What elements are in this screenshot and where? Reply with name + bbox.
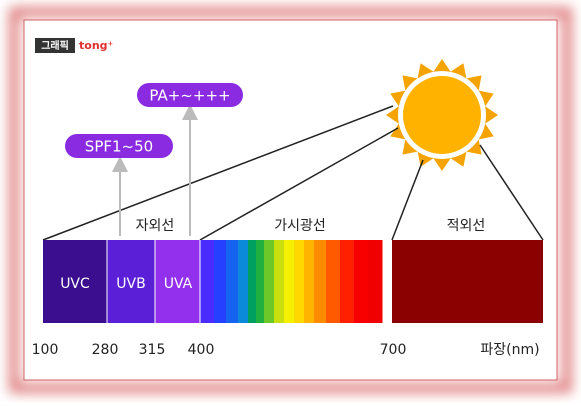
region-label: 적외선 bbox=[447, 218, 486, 234]
frame-glow bbox=[9, 7, 572, 393]
spectrum-stripe bbox=[274, 240, 285, 323]
logo-box bbox=[35, 38, 75, 53]
spectrum-stripe bbox=[354, 240, 369, 323]
pill bbox=[137, 83, 243, 107]
band-uvb bbox=[107, 240, 155, 323]
spectrum-stripe bbox=[340, 240, 355, 323]
spectrum-stripe bbox=[226, 240, 239, 323]
band-uva bbox=[155, 240, 200, 323]
band-uvc bbox=[43, 240, 107, 323]
rays bbox=[42, 105, 544, 241]
visible-band bbox=[200, 240, 383, 323]
spectrum-stripe bbox=[284, 240, 295, 323]
band-infrared bbox=[392, 240, 543, 323]
pill-label: PA+~+++ bbox=[149, 87, 230, 105]
band-label: UVA bbox=[164, 276, 193, 292]
spectrum-stripe bbox=[314, 240, 327, 323]
tick-label: 400 bbox=[188, 342, 215, 358]
band-label: UVC bbox=[60, 276, 90, 292]
band-label: UVB bbox=[116, 276, 145, 292]
spectrum-stripe bbox=[264, 240, 275, 323]
spectrum-stripe bbox=[294, 240, 305, 323]
spectrum-stripe bbox=[200, 240, 215, 323]
spectrum-stripe bbox=[326, 240, 341, 323]
unit-label: 파장(nm) bbox=[480, 342, 539, 358]
tick-label: 315 bbox=[139, 342, 166, 358]
region-label: 자외선 bbox=[136, 218, 175, 234]
sun bbox=[386, 59, 498, 171]
spectrum-stripe bbox=[248, 240, 257, 323]
sun-core bbox=[403, 76, 481, 154]
spectrum-stripe bbox=[238, 240, 249, 323]
spectrum-stripe bbox=[256, 240, 265, 323]
brand: tong⁺ bbox=[79, 39, 114, 52]
region-label: 가시광선 bbox=[274, 218, 326, 234]
spectrum-stripe bbox=[214, 240, 227, 323]
spectrum-stripe bbox=[368, 240, 383, 323]
pill-label: SPF1~50 bbox=[85, 138, 153, 156]
pill bbox=[65, 134, 173, 158]
spectrum-stripe bbox=[304, 240, 315, 323]
tick-label: 280 bbox=[92, 342, 119, 358]
tick-label: 700 bbox=[380, 342, 407, 358]
card bbox=[23, 19, 558, 381]
logo: 그래픽 bbox=[41, 39, 69, 52]
tick-label: 100 bbox=[32, 342, 59, 358]
